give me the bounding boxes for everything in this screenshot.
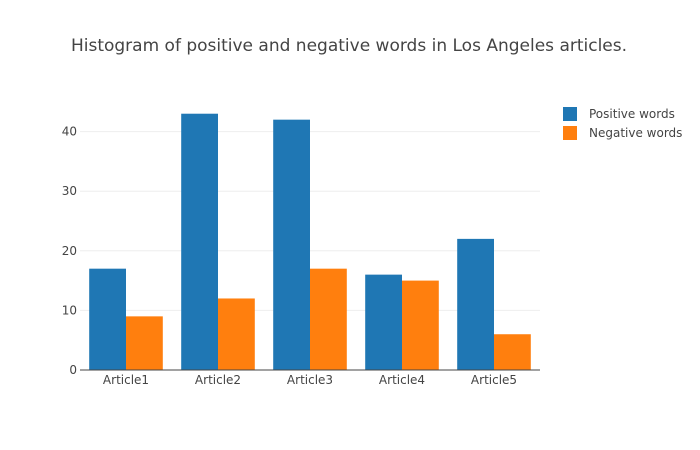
bar-positive-article2[interactable]	[181, 113, 218, 370]
y-tick-label: 10	[62, 303, 77, 317]
x-tick-label: Article4	[379, 373, 425, 387]
bar-positive-article1[interactable]	[89, 268, 126, 370]
y-tick-label: 0	[69, 363, 77, 377]
legend-swatch	[563, 126, 577, 140]
legend-label: Negative words	[589, 126, 682, 140]
legend-item-positive[interactable]: Positive words	[563, 107, 675, 121]
y-tick-label: 40	[62, 125, 77, 139]
legend[interactable]: Positive words Negative words	[563, 107, 682, 140]
legend-label: Positive words	[589, 107, 675, 121]
x-tick-label: Article2	[195, 373, 241, 387]
x-tick-label: Article1	[103, 373, 149, 387]
bar-positive-article4[interactable]	[365, 274, 402, 370]
bars	[89, 113, 531, 370]
legend-swatch	[563, 107, 577, 121]
bar-negative-article5[interactable]	[494, 334, 531, 370]
y-tick-label: 30	[62, 184, 77, 198]
y-tick-label: 20	[62, 244, 77, 258]
bar-negative-article1[interactable]	[126, 316, 163, 370]
x-tick-label: Article5	[471, 373, 517, 387]
legend-item-negative[interactable]: Negative words	[563, 126, 682, 140]
bar-negative-article4[interactable]	[402, 280, 439, 370]
x-axis-ticks: Article1 Article2 Article3 Article4 Article5	[103, 373, 517, 387]
bar-positive-article3[interactable]	[273, 119, 310, 370]
chart-title: Histogram of positive and negative words…	[71, 36, 627, 56]
bar-negative-article3[interactable]	[310, 268, 347, 370]
x-tick-label: Article3	[287, 373, 333, 387]
bar-positive-article5[interactable]	[457, 238, 494, 370]
y-axis-ticks: 0 10 20 30 40	[62, 125, 77, 377]
bar-negative-article2[interactable]	[218, 298, 255, 370]
